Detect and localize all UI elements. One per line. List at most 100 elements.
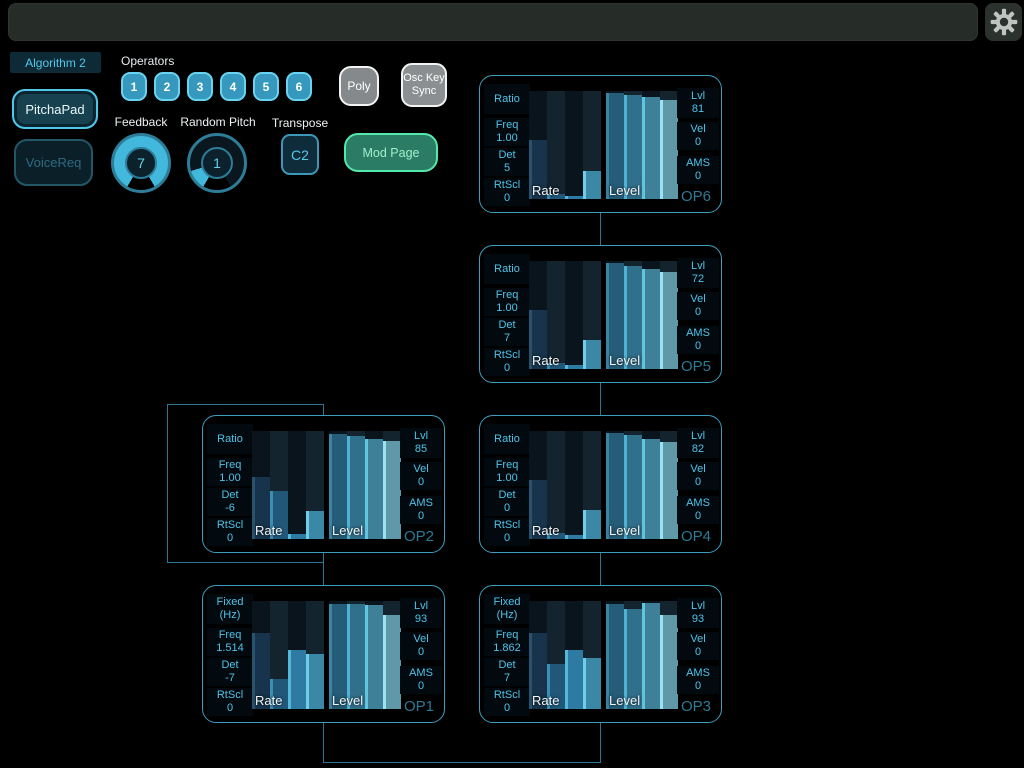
operator-button-3[interactable]: 3	[187, 72, 213, 101]
rate-envelope-graph[interactable]: Rate	[529, 601, 601, 709]
envelope-bar[interactable]	[660, 100, 678, 199]
op-ratescale-cell[interactable]: RtScl 0	[207, 688, 253, 716]
op-ratescale-cell[interactable]: RtScl 0	[484, 518, 530, 546]
rate-envelope-graph[interactable]: Rate	[529, 91, 601, 199]
op-ams-cell[interactable]: AMS 0	[677, 666, 719, 694]
envelope-bar[interactable]	[565, 196, 583, 199]
op-ams-cell[interactable]: AMS 0	[677, 496, 719, 524]
envelope-bar[interactable]	[642, 97, 660, 199]
operator-button-6[interactable]: 6	[286, 72, 312, 101]
op-level-cell[interactable]: Lvl 82	[677, 428, 719, 458]
envelope-bar[interactable]	[529, 480, 547, 539]
envelope-bar[interactable]	[270, 491, 288, 539]
envelope-bar[interactable]	[252, 477, 270, 539]
op-ratescale-cell[interactable]: RtScl 0	[484, 178, 530, 206]
op-mode-cell[interactable]: Ratio	[484, 424, 530, 454]
random-pitch-knob[interactable]: 1	[187, 133, 247, 193]
op-ams-cell[interactable]: AMS 0	[400, 666, 442, 694]
level-envelope-graph[interactable]: Level	[606, 601, 678, 709]
envelope-bar[interactable]	[329, 434, 347, 539]
envelope-bar[interactable]	[624, 266, 642, 369]
envelope-bar[interactable]	[660, 615, 678, 709]
envelope-bar[interactable]	[365, 439, 383, 539]
op-ratescale-cell[interactable]: RtScl 0	[207, 518, 253, 546]
op-freq-cell[interactable]: Freq 1.862	[484, 628, 530, 656]
op-velocity-cell[interactable]: Vel 0	[677, 632, 719, 660]
envelope-bar[interactable]	[529, 140, 547, 199]
op-ratescale-cell[interactable]: RtScl 0	[484, 688, 530, 716]
op-mode-cell[interactable]: Fixed (Hz)	[484, 594, 530, 624]
op-level-cell[interactable]: Lvl 72	[677, 258, 719, 288]
op-detune-cell[interactable]: Det 7	[484, 658, 530, 686]
op-velocity-cell[interactable]: Vel 0	[677, 292, 719, 320]
op-velocity-cell[interactable]: Vel 0	[400, 462, 442, 490]
envelope-bar[interactable]	[529, 633, 547, 709]
op-mode-cell[interactable]: Ratio	[207, 424, 253, 454]
voice-req-button[interactable]: VoiceReq	[14, 139, 93, 186]
envelope-bar[interactable]	[624, 435, 642, 539]
envelope-bar[interactable]	[383, 441, 401, 539]
envelope-bar[interactable]	[583, 171, 601, 199]
poly-button[interactable]: Poly	[339, 66, 379, 106]
op-detune-cell[interactable]: Det 7	[484, 318, 530, 346]
rate-envelope-graph[interactable]: Rate	[529, 431, 601, 539]
op-freq-cell[interactable]: Freq 1.00	[207, 458, 253, 486]
op-ams-cell[interactable]: AMS 0	[677, 156, 719, 184]
transpose-button[interactable]: C2	[281, 134, 319, 175]
envelope-bar[interactable]	[606, 93, 624, 199]
level-envelope-graph[interactable]: Level	[329, 431, 401, 539]
operator-button-4[interactable]: 4	[220, 72, 246, 101]
op-velocity-cell[interactable]: Vel 0	[677, 462, 719, 490]
op-detune-cell[interactable]: Det 0	[484, 488, 530, 516]
envelope-bar[interactable]	[642, 603, 660, 709]
envelope-bar[interactable]	[529, 310, 547, 369]
op-velocity-cell[interactable]: Vel 0	[677, 122, 719, 150]
rate-envelope-graph[interactable]: Rate	[252, 431, 324, 539]
op-ams-cell[interactable]: AMS 0	[677, 326, 719, 354]
op-ratescale-cell[interactable]: RtScl 0	[484, 348, 530, 376]
envelope-bar[interactable]	[583, 340, 601, 369]
osc-key-sync-button[interactable]: Osc Key Sync	[401, 63, 447, 107]
op-freq-cell[interactable]: Freq 1.00	[484, 118, 530, 146]
settings-button[interactable]	[985, 3, 1022, 41]
op-detune-cell[interactable]: Det 5	[484, 148, 530, 176]
feedback-knob[interactable]: 7	[111, 133, 171, 193]
op-level-cell[interactable]: Lvl 85	[400, 428, 442, 458]
op-level-cell[interactable]: Lvl 93	[400, 598, 442, 628]
envelope-bar[interactable]	[660, 272, 678, 369]
op-level-cell[interactable]: Lvl 81	[677, 88, 719, 118]
envelope-bar[interactable]	[642, 439, 660, 539]
algorithm-selector[interactable]: Algorithm 2	[10, 52, 101, 73]
envelope-bar[interactable]	[347, 604, 365, 709]
op-mode-cell[interactable]: Ratio	[484, 254, 530, 284]
op-mode-cell[interactable]: Fixed (Hz)	[207, 594, 253, 624]
op-ams-cell[interactable]: AMS 0	[400, 496, 442, 524]
envelope-bar[interactable]	[383, 615, 401, 709]
operator-button-5[interactable]: 5	[253, 72, 279, 101]
envelope-bar[interactable]	[565, 650, 583, 709]
rate-envelope-graph[interactable]: Rate	[252, 601, 324, 709]
envelope-bar[interactable]	[547, 533, 565, 539]
envelope-bar[interactable]	[547, 664, 565, 709]
level-envelope-graph[interactable]: Level	[606, 261, 678, 369]
envelope-bar[interactable]	[306, 511, 324, 539]
envelope-bar[interactable]	[547, 363, 565, 369]
envelope-bar[interactable]	[624, 609, 642, 709]
op-freq-cell[interactable]: Freq 1.00	[484, 458, 530, 486]
envelope-bar[interactable]	[606, 263, 624, 369]
op-detune-cell[interactable]: Det -6	[207, 488, 253, 516]
envelope-bar[interactable]	[252, 633, 270, 709]
op-detune-cell[interactable]: Det -7	[207, 658, 253, 686]
envelope-bar[interactable]	[565, 535, 583, 539]
mod-page-button[interactable]: Mod Page	[344, 133, 438, 172]
rate-envelope-graph[interactable]: Rate	[529, 261, 601, 369]
envelope-bar[interactable]	[583, 510, 601, 539]
envelope-bar[interactable]	[329, 604, 347, 709]
envelope-bar[interactable]	[606, 433, 624, 539]
op-level-cell[interactable]: Lvl 93	[677, 598, 719, 628]
envelope-bar[interactable]	[270, 679, 288, 709]
envelope-bar[interactable]	[547, 194, 565, 199]
op-freq-cell[interactable]: Freq 1.00	[484, 288, 530, 316]
level-envelope-graph[interactable]: Level	[606, 431, 678, 539]
envelope-bar[interactable]	[306, 654, 324, 709]
